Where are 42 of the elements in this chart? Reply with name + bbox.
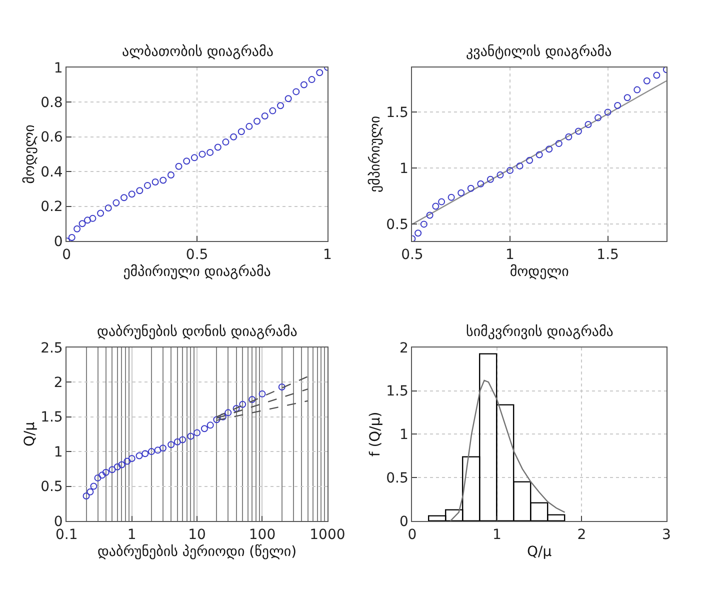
x-tick-label: 0.5 [186, 246, 208, 263]
x-tick-label: 1 [492, 526, 502, 543]
x-tick-label: 1.5 [596, 246, 619, 263]
y-tick-label: 1 [399, 161, 408, 178]
x-tick-label: 2 [577, 526, 586, 543]
y-axis-title: მოდელი [22, 124, 38, 184]
y-tick-label: 0 [54, 234, 63, 250]
y-tick-label: 0.5 [386, 470, 408, 486]
chart-title: სიმკვრივის დიაგრამა [466, 324, 614, 340]
x-tick-label: 1 [127, 526, 136, 543]
y-tick-label: 0.5 [40, 479, 63, 496]
y-tick-label: 2 [399, 340, 408, 356]
x-tick-label: 10 [188, 526, 206, 543]
chart-title: კვანტილის დიაგრამა [466, 44, 612, 60]
y-tick-label: 1.5 [386, 105, 408, 122]
y-tick-label: 1 [54, 444, 63, 460]
y-axis-title: f (Q/μ) [368, 412, 384, 457]
y-tick-label: 0.8 [40, 95, 63, 112]
chart-title: ალბათობის დიაგრამა [122, 44, 274, 60]
y-tick-label: 0 [399, 514, 408, 530]
y-tick-label: 0.4 [40, 164, 63, 180]
x-tick-label: 1000 [310, 526, 346, 543]
x-tick-label: 100 [248, 526, 276, 543]
x-axis-title: მოდელი [510, 264, 569, 280]
y-axis-title: Q/μ [22, 422, 38, 447]
x-tick-label: 3 [662, 526, 671, 543]
y-axis-title: ემპირიული [368, 116, 384, 193]
x-axis-title: Q/μ [527, 544, 552, 560]
y-tick-label: 0.2 [40, 199, 63, 216]
x-axis-title: დაბრუნების პერიოდი (წელი) [97, 544, 297, 560]
y-tick-label: 0.6 [40, 130, 63, 146]
x-tick-label: 1 [322, 246, 332, 263]
y-tick-label: 2 [54, 375, 63, 392]
x-axis-title: ემპირიული დიაგრამა [123, 264, 271, 280]
y-tick-label: 2.5 [40, 340, 63, 356]
y-tick-label: 1 [399, 427, 408, 444]
y-tick-label: 0.5 [386, 217, 408, 234]
y-tick-label: 1 [54, 60, 63, 76]
x-tick-label: 1 [506, 246, 514, 263]
chart-title: დაბრუნების დონის დიაგრამა [97, 324, 298, 340]
y-tick-label: 1.5 [386, 384, 408, 400]
y-tick-label: 1.5 [40, 410, 63, 426]
